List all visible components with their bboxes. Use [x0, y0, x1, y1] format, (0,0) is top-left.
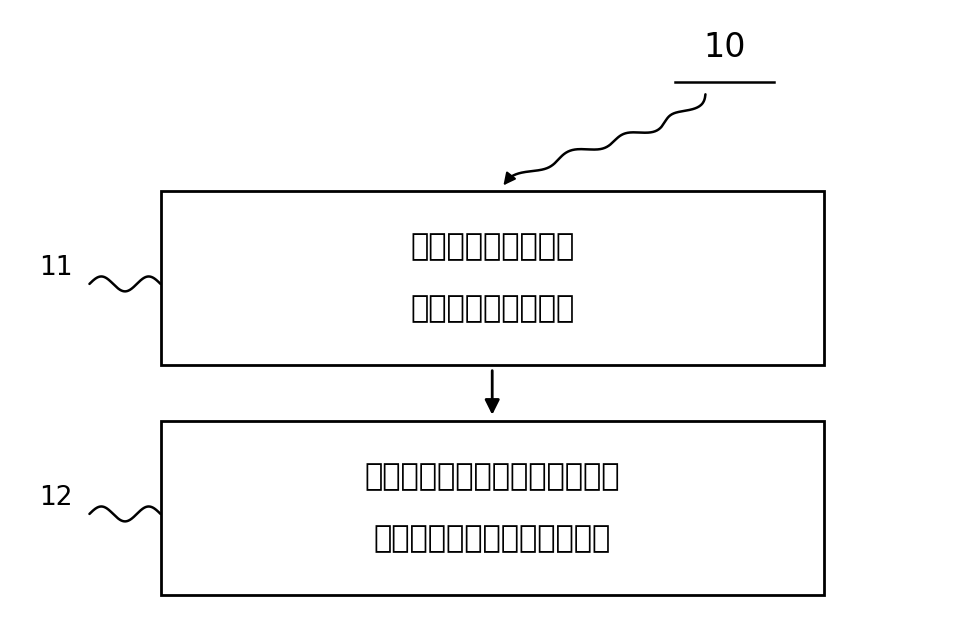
Bar — [161, 421, 824, 595]
Text: 12: 12 — [39, 485, 73, 512]
Text: 在工件上的移动方向: 在工件上的移动方向 — [410, 294, 575, 323]
Bar — [161, 191, 824, 365]
Text: 10: 10 — [704, 31, 746, 64]
Text: 11: 11 — [39, 255, 73, 282]
Text: 使激光光斑仅形成于待预热区: 使激光光斑仅形成于待预热区 — [374, 524, 611, 553]
Text: 激光控制器取得刀具: 激光控制器取得刀具 — [410, 232, 575, 261]
Text: 激光控制器根据刀具的移动方向: 激光控制器根据刀具的移动方向 — [364, 462, 619, 491]
